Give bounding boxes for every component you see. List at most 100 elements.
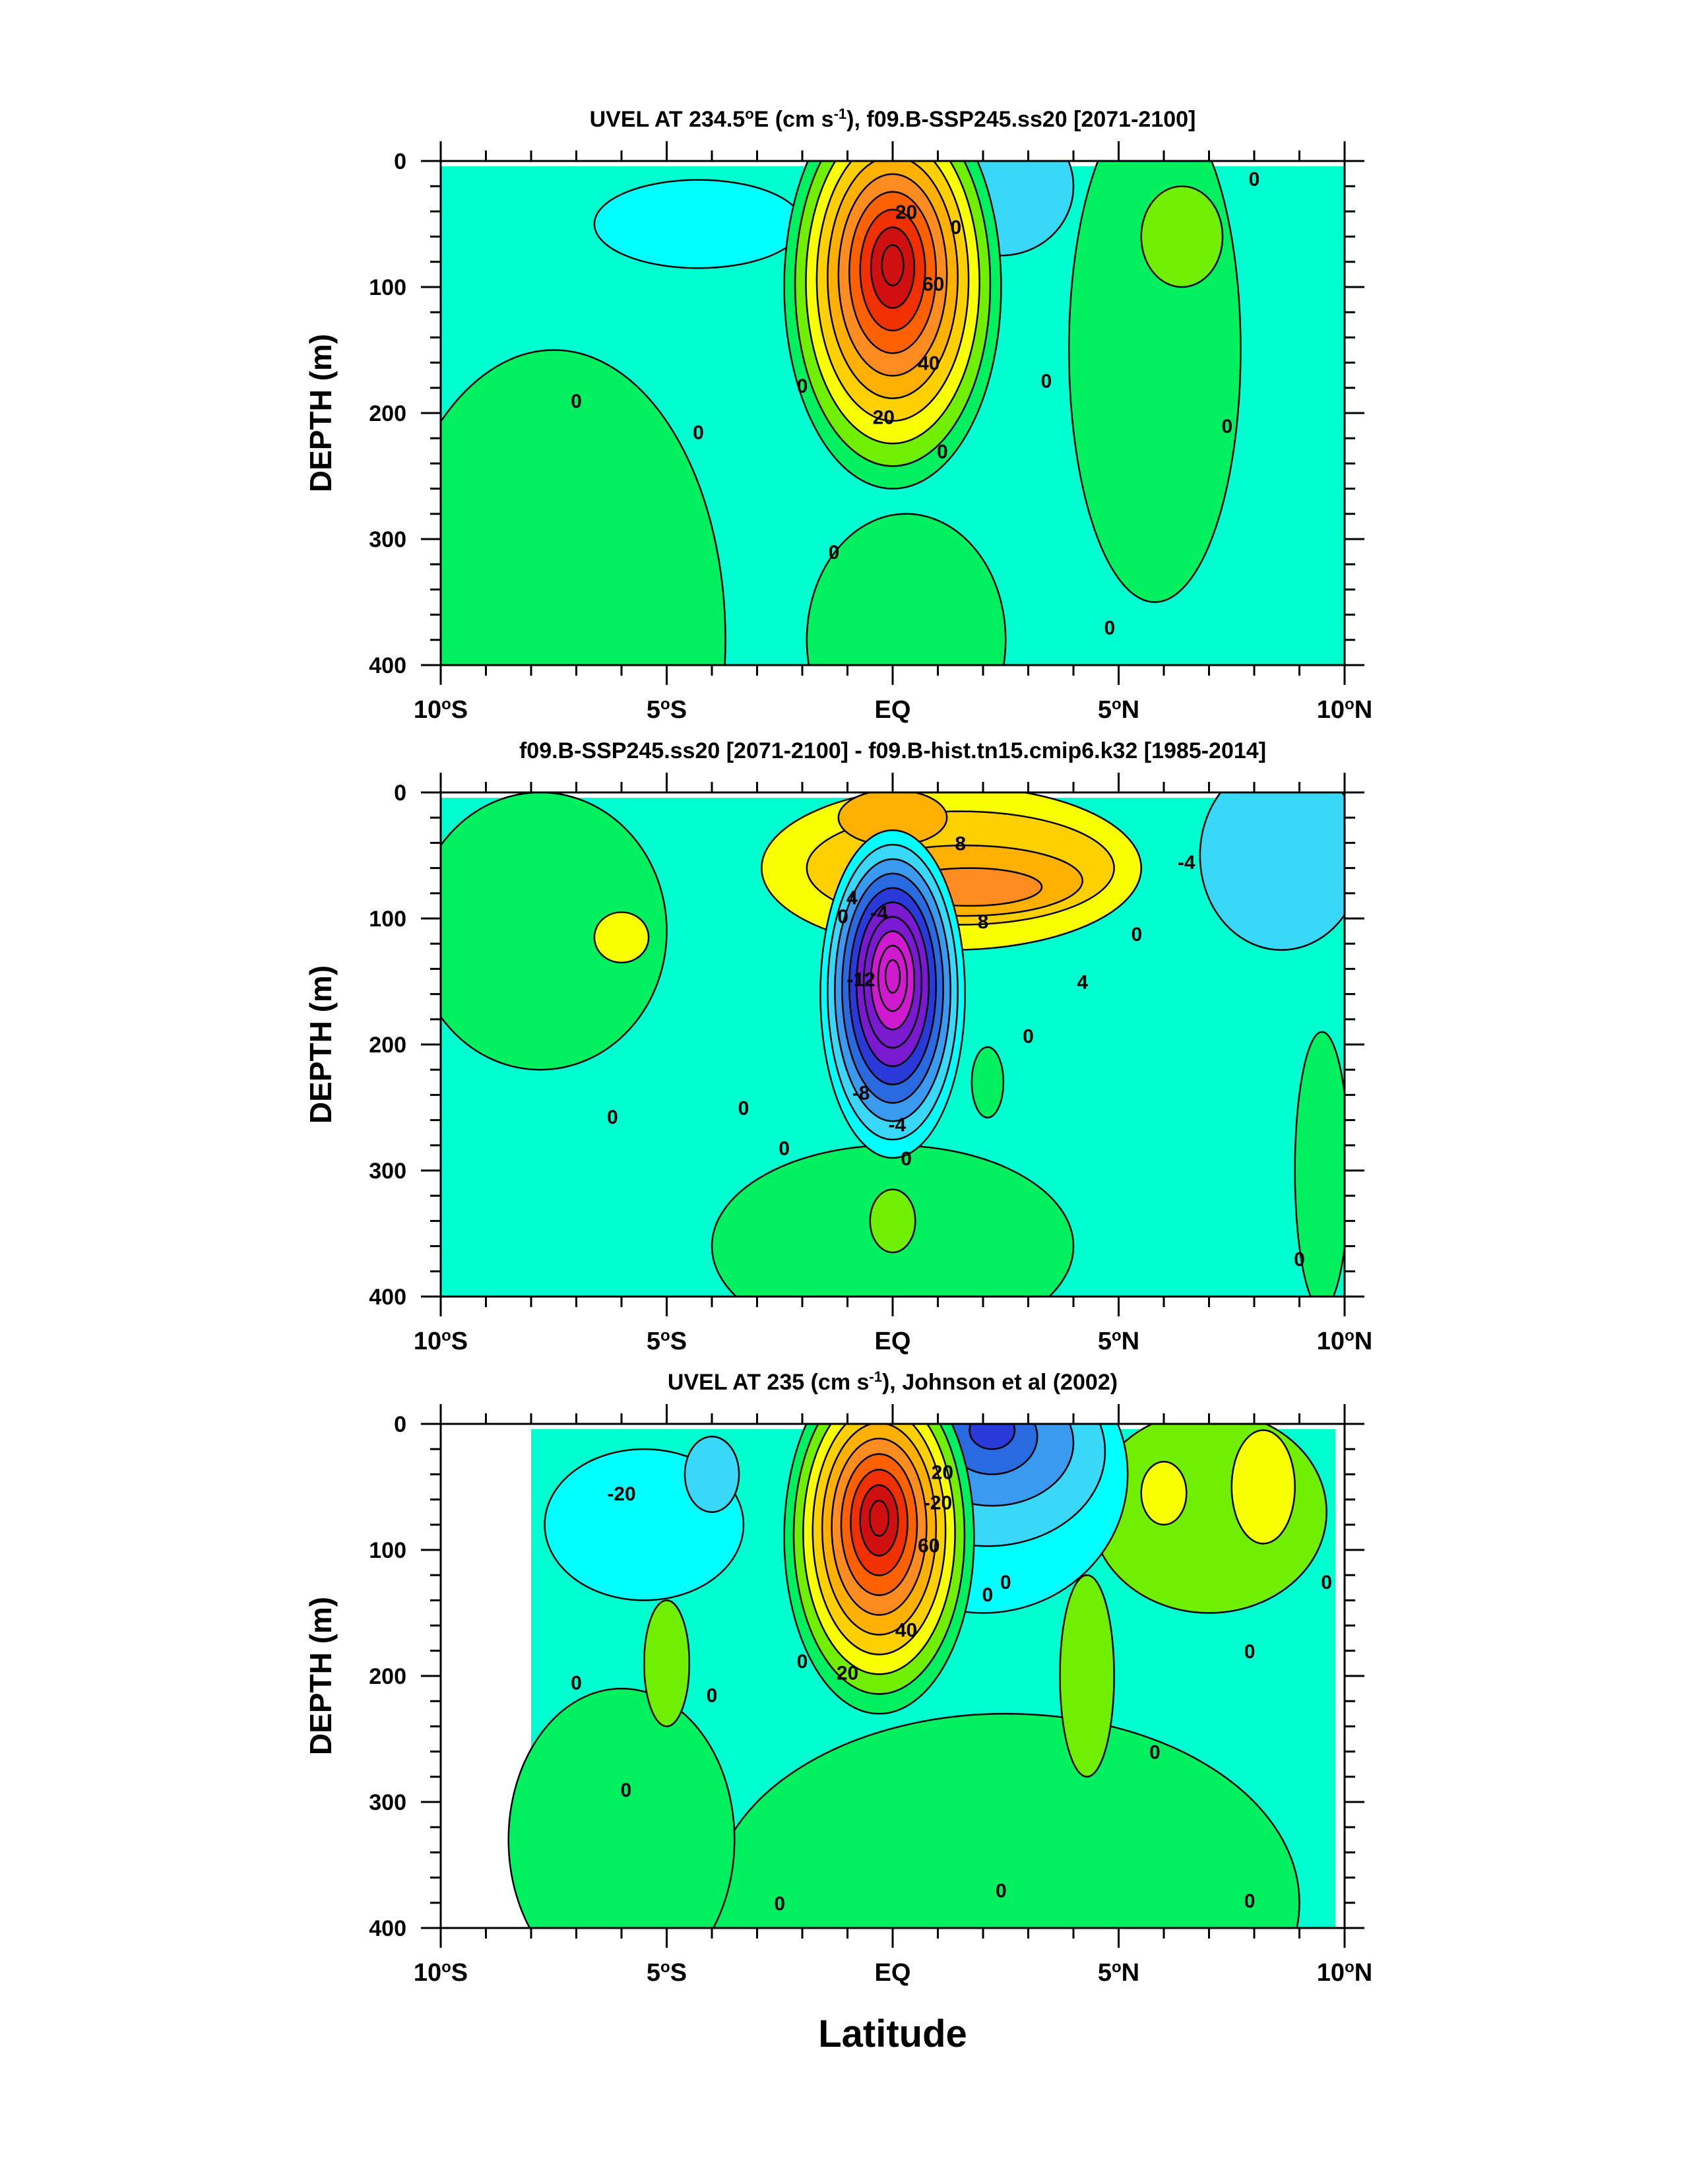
contour-label: 8 (955, 833, 966, 854)
contour-region (971, 1046, 1005, 1119)
contour-region (1230, 1429, 1296, 1545)
contour-label: 0 (1294, 1249, 1305, 1271)
panel-top-model-uvel: UVEL AT 234.5oE (cm s-1), f09.B-SSP245.s… (303, 106, 1372, 724)
y-axis-label: DEPTH (m) (303, 334, 338, 492)
y-axis-label: DEPTH (m) (303, 965, 338, 1124)
y-tick-label: 0 (394, 1412, 406, 1437)
x-tick-label: 10oS (414, 1327, 468, 1356)
panel-middle-difference: f09.B-SSP245.ss20 [2071-2100] - f09.B-hi… (303, 738, 1372, 1355)
contour-label: 0 (707, 1685, 718, 1707)
contour-region (1068, 161, 1242, 603)
contour-region (806, 513, 1007, 665)
contour-label: 0 (901, 1148, 912, 1170)
contour-label: 20 (932, 1462, 953, 1484)
contour-label: -8 (852, 1083, 870, 1105)
contour-region (507, 1687, 736, 1928)
contour-label: 0 (829, 542, 840, 563)
contour-region (1059, 1574, 1115, 1778)
contour-label: 0 (982, 1584, 994, 1606)
y-tick-label: 400 (369, 1285, 406, 1310)
x-tick-label: EQ (875, 1328, 911, 1355)
contour-label: 0 (1249, 169, 1260, 191)
contour-label: 0 (797, 375, 808, 397)
contour-label: 0 (571, 391, 582, 412)
y-tick-label: 400 (369, 1916, 406, 1941)
contour-label: 0 (1104, 618, 1115, 639)
contour-region (1140, 185, 1224, 288)
contour-label: 0 (1222, 416, 1233, 437)
x-tick-label: 10oS (414, 1958, 468, 1987)
contour-label: 0 (1131, 924, 1143, 946)
contour-label: -20 (607, 1483, 635, 1505)
contour-region (643, 1599, 690, 1727)
y-tick-label: 300 (369, 1159, 406, 1184)
y-tick-label: 0 (394, 149, 406, 174)
contour-label: 0 (1149, 1742, 1161, 1764)
jet-core-contour (868, 1500, 890, 1537)
jet-core-contour (881, 244, 905, 286)
contour-label: 0 (797, 1651, 808, 1673)
contour-label: 0 (621, 1780, 632, 1801)
contour-label: 40 (918, 353, 940, 375)
x-tick-label: 10oN (1317, 695, 1372, 724)
contour-label: 0 (951, 216, 962, 238)
contour-label: 4 (846, 887, 858, 909)
contour-label: 60 (922, 273, 944, 295)
contour-label: 0 (1321, 1572, 1332, 1593)
panel-bottom-observed: UVEL AT 235 (cm s-1), Johnson et al (200… (303, 1368, 1372, 1987)
contour-region (969, 1424, 1016, 1450)
y-tick-label: 200 (369, 401, 406, 426)
y-tick-label: 100 (369, 907, 406, 932)
contour-label: 0 (774, 1893, 785, 1915)
x-tick-label: 5oS (647, 1958, 687, 1987)
y-tick-label: 400 (369, 653, 406, 678)
panel-title: f09.B-SSP245.ss20 [2071-2100] - f09.B-hi… (519, 738, 1266, 763)
contour-label: -20 (924, 1492, 952, 1514)
contour-label: 20 (873, 407, 895, 429)
contour-region (1140, 1461, 1188, 1526)
x-tick-label: EQ (875, 696, 911, 724)
contour-region (711, 1713, 1300, 1928)
panel-title: UVEL AT 234.5oE (cm s-1), f09.B-SSP245.s… (590, 106, 1196, 133)
x-tick-label: 5oN (1098, 695, 1139, 724)
contour-region (593, 179, 804, 269)
contour-label: 0 (996, 1880, 1007, 1902)
contour-label: 0 (937, 441, 948, 463)
x-tick-label: 5oS (647, 1327, 687, 1356)
panel-title: UVEL AT 235 (cm s-1), Johnson et al (200… (668, 1368, 1118, 1396)
contour-label: 0 (1041, 370, 1052, 392)
y-tick-label: 300 (369, 1790, 406, 1815)
contour-region (1199, 792, 1345, 951)
contour-region (441, 349, 726, 665)
jet-core-contour (884, 959, 901, 994)
y-tick-label: 100 (369, 275, 406, 300)
contour-label: -4 (1178, 852, 1195, 874)
contour-label: 0 (837, 906, 848, 928)
y-tick-label: 200 (369, 1664, 406, 1689)
x-tick-label: 5oS (647, 695, 687, 724)
y-tick-label: 300 (369, 527, 406, 552)
x-tick-label: EQ (875, 1959, 911, 1987)
x-axis-label: Latitude (818, 2012, 967, 2055)
y-tick-label: 0 (394, 781, 406, 806)
contour-label: 0 (1000, 1572, 1011, 1593)
contour-label: -4 (889, 1114, 907, 1136)
contour-label: 0 (1244, 1641, 1256, 1663)
contour-label: 0 (779, 1138, 790, 1160)
y-tick-label: 100 (369, 1538, 406, 1563)
x-tick-label: 10oN (1317, 1958, 1372, 1987)
contour-label: -4 (870, 902, 888, 924)
contour-region (441, 792, 668, 1071)
contour-label: 40 (895, 1619, 917, 1641)
y-axis-label: DEPTH (m) (303, 1597, 338, 1755)
x-tick-label: 5oN (1098, 1958, 1139, 1987)
contour-label: 0 (693, 422, 704, 444)
contour-label: 8 (978, 911, 989, 933)
contour-label: 0 (607, 1107, 618, 1128)
contour-region (869, 1188, 916, 1254)
y-tick-label: 200 (369, 1033, 406, 1058)
x-tick-label: 5oN (1098, 1327, 1139, 1356)
contour-label: -12 (846, 969, 875, 991)
contour-region (1294, 1031, 1345, 1297)
contour-label: 20 (895, 201, 917, 223)
